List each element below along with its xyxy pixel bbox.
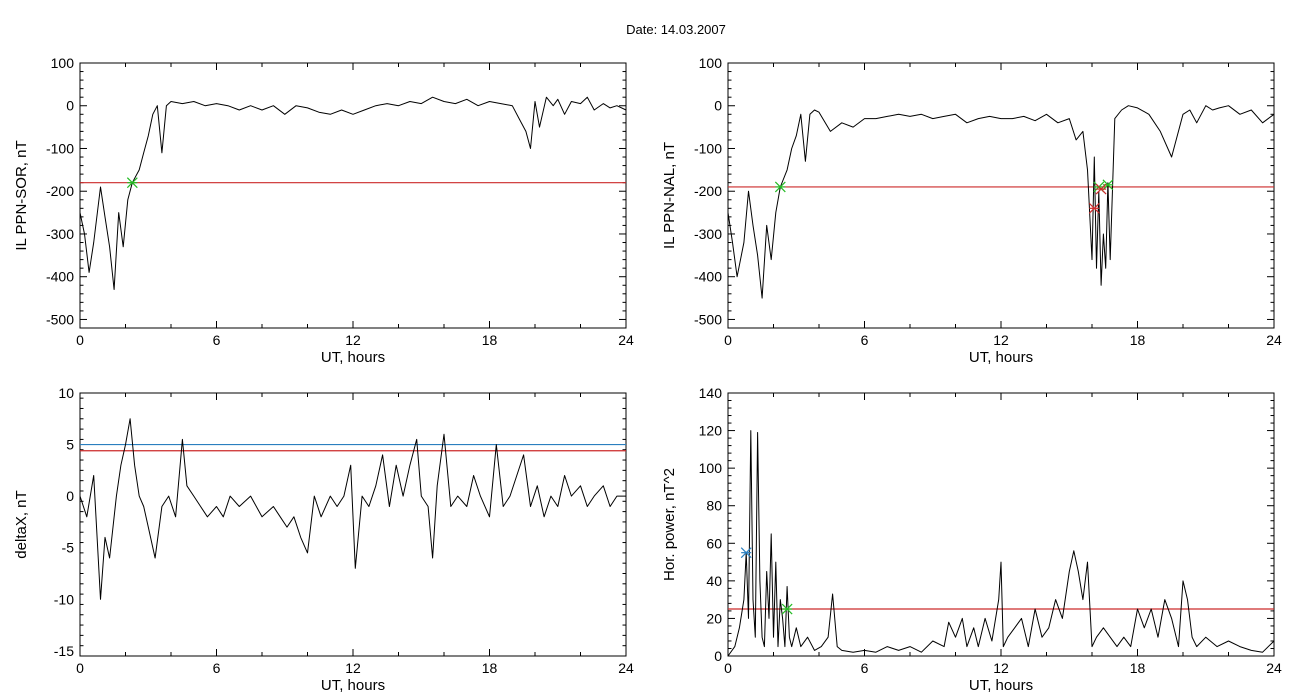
series-line xyxy=(727,105,1275,299)
y-tick-label: -400 xyxy=(46,269,74,285)
y-tick-label: 60 xyxy=(706,535,722,551)
event-marker xyxy=(1088,202,1100,214)
series-line xyxy=(79,96,627,290)
x-tick-label: 6 xyxy=(861,660,869,676)
y-tick-label: -300 xyxy=(46,226,74,242)
plot-frame xyxy=(727,392,1275,657)
series-line xyxy=(727,430,1275,657)
x-tick-label: 18 xyxy=(482,332,498,348)
y-tick-label: 20 xyxy=(706,610,722,626)
y-tick-label: -5 xyxy=(62,540,75,556)
page-title: Date: 14.03.2007 xyxy=(626,22,726,37)
x-tick-label: 18 xyxy=(1130,660,1146,676)
x-tick-label: 24 xyxy=(1266,660,1282,676)
x-axis-label: UT, hours xyxy=(321,677,385,694)
event-marker xyxy=(740,547,752,559)
x-tick-label: 6 xyxy=(213,332,221,348)
event-marker xyxy=(126,177,138,189)
x-tick-label: 12 xyxy=(345,332,361,348)
event-marker xyxy=(1095,183,1107,195)
x-tick-label: 6 xyxy=(213,660,221,676)
y-tick-label: 140 xyxy=(699,385,723,401)
x-axis-label: UT, hours xyxy=(969,349,1033,366)
x-tick-label: 12 xyxy=(345,660,361,676)
x-tick-label: 12 xyxy=(993,332,1009,348)
y-axis-label: deltaX, nT xyxy=(13,490,30,558)
x-tick-label: 18 xyxy=(1130,332,1146,348)
series-line xyxy=(79,418,626,600)
y-tick-label: 0 xyxy=(66,488,74,504)
x-axis-label: UT, hours xyxy=(969,677,1033,694)
y-tick-label: 100 xyxy=(699,55,723,71)
x-tick-label: 24 xyxy=(1266,332,1282,348)
chart-panel-3: 0 6 12 18 24 10 5 0 -5 -10 -15 UT, hours deltaX, nT xyxy=(13,385,634,694)
chart-panel-1: 0 6 12 18 24 100 0 -100 -200 -300 -400 -500 UT, hour… xyxy=(13,55,634,366)
x-tick-label: 0 xyxy=(724,660,732,676)
y-tick-label: 5 xyxy=(66,437,74,453)
x-tick-label: 24 xyxy=(618,332,634,348)
y-tick-label: -500 xyxy=(694,311,722,327)
x-axis-label: UT, hours xyxy=(321,349,385,366)
y-tick-label: -200 xyxy=(46,183,74,199)
y-tick-label: 0 xyxy=(714,648,722,664)
y-tick-label: 100 xyxy=(51,55,75,71)
event-marker xyxy=(774,181,786,193)
x-tick-label: 24 xyxy=(618,660,634,676)
y-tick-label: -100 xyxy=(694,140,722,156)
y-axis-label: IL PPN-SOR, nT xyxy=(13,140,30,250)
x-tick-label: 6 xyxy=(861,332,869,348)
y-tick-label: 10 xyxy=(58,385,74,401)
x-tick-label: 12 xyxy=(993,660,1009,676)
y-tick-label: -100 xyxy=(46,140,74,156)
y-tick-label: 120 xyxy=(699,423,723,439)
plot-frame xyxy=(727,62,1275,329)
y-tick-label: 100 xyxy=(699,460,723,476)
y-tick-label: -400 xyxy=(694,269,722,285)
y-tick-label: -300 xyxy=(694,226,722,242)
chart-panel-4: 0 6 12 18 24 0 20 40 60 80 100 120 140 UT, hours Hor. … xyxy=(661,385,1282,694)
x-tick-label: 0 xyxy=(724,332,732,348)
plot-frame xyxy=(79,62,627,329)
y-axis-label: Hor. power, nT^2 xyxy=(661,468,678,581)
y-tick-label: -10 xyxy=(54,591,74,607)
y-tick-label: 40 xyxy=(706,573,722,589)
y-tick-label: -200 xyxy=(694,183,722,199)
x-tick-label: 18 xyxy=(482,660,498,676)
chart-panel-2: 0 6 12 18 24 100 0 -100 -200 -300 -400 -500 UT, hour… xyxy=(661,55,1282,366)
y-tick-label: 80 xyxy=(706,498,722,514)
y-tick-label: -500 xyxy=(46,311,74,327)
y-tick-label: 0 xyxy=(714,98,722,114)
y-tick-label: 0 xyxy=(66,98,74,114)
y-tick-label: -15 xyxy=(54,643,74,659)
x-tick-label: 0 xyxy=(76,332,84,348)
event-marker xyxy=(781,603,793,615)
x-tick-label: 0 xyxy=(76,660,84,676)
y-axis-label: IL PPN-NAL, nT xyxy=(661,142,678,249)
